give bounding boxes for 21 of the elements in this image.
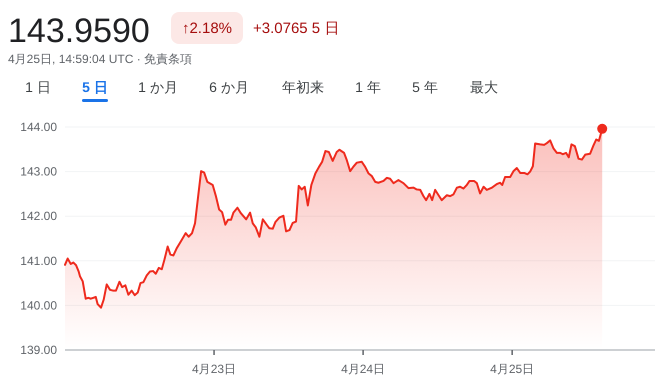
badge: ↑2.18% (171, 12, 243, 44)
y-tick-label: 139.00 (20, 343, 58, 357)
text: 6 か月 (209, 79, 249, 95)
text: 1 年 (355, 79, 381, 95)
text: 5 日 (82, 79, 108, 95)
y-tick-label: 142.00 (20, 209, 58, 224)
chart-title: 143.9590 (8, 12, 150, 50)
y-tick-label: 140.00 (20, 298, 58, 312)
text: +3.0765 5 日 (253, 20, 340, 37)
x-tick-label: 4月23日 (192, 362, 236, 376)
text: 1 か月 (138, 79, 178, 95)
text: 年初来 (282, 79, 324, 95)
x-tick-label: 4月24日 (341, 362, 386, 376)
text: 5 年 (412, 79, 438, 95)
x-tick-label: 4月25日 (490, 362, 534, 376)
text: 1 日 (25, 79, 51, 95)
y-tick-label: 144.00 (20, 120, 58, 134)
y-tick-label: 143.00 (20, 164, 58, 179)
chart-subtitle: 4月25日, 14:59:04 UTC · 免責条項 (8, 52, 192, 66)
text: 最大 (470, 79, 498, 95)
y-tick-label: 141.00 (20, 254, 58, 268)
